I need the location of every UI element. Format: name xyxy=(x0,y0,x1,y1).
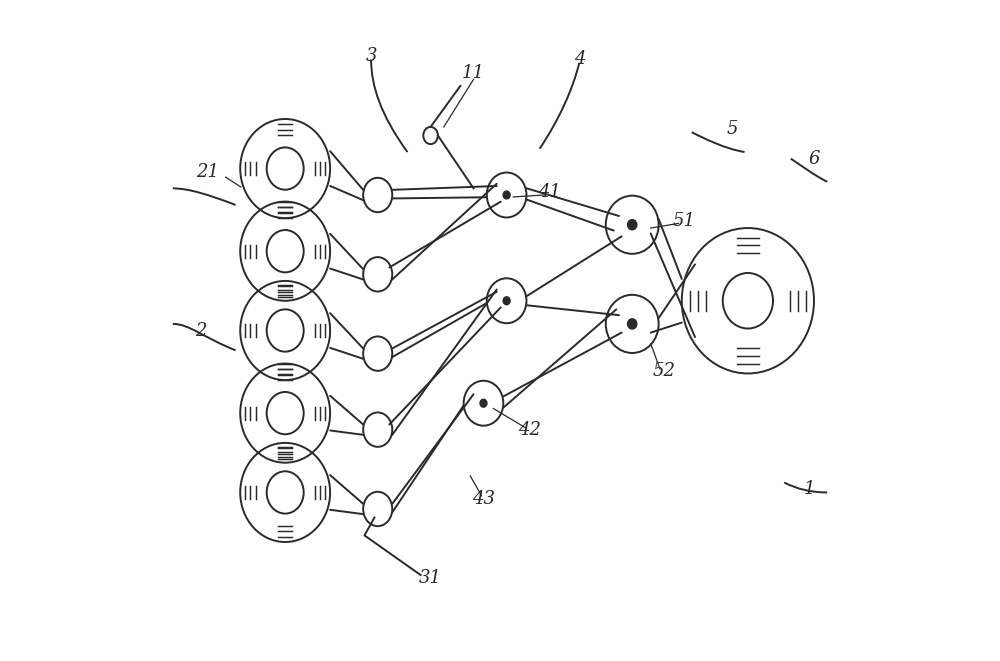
Text: 51: 51 xyxy=(672,212,695,231)
Ellipse shape xyxy=(480,399,487,407)
Text: 31: 31 xyxy=(419,569,442,588)
Text: 52: 52 xyxy=(652,362,675,381)
Ellipse shape xyxy=(503,297,510,305)
Ellipse shape xyxy=(628,219,637,230)
Text: 5: 5 xyxy=(727,120,738,138)
Text: 41: 41 xyxy=(538,182,561,201)
Text: 2: 2 xyxy=(195,321,207,340)
Ellipse shape xyxy=(628,319,637,329)
Ellipse shape xyxy=(503,191,510,199)
Text: 43: 43 xyxy=(472,490,495,508)
Text: 11: 11 xyxy=(462,63,485,82)
Text: 3: 3 xyxy=(365,47,377,65)
Text: 1: 1 xyxy=(804,480,815,498)
Text: 21: 21 xyxy=(196,163,219,181)
Text: 42: 42 xyxy=(518,420,541,439)
Text: 6: 6 xyxy=(808,149,820,168)
Text: 4: 4 xyxy=(574,50,585,69)
